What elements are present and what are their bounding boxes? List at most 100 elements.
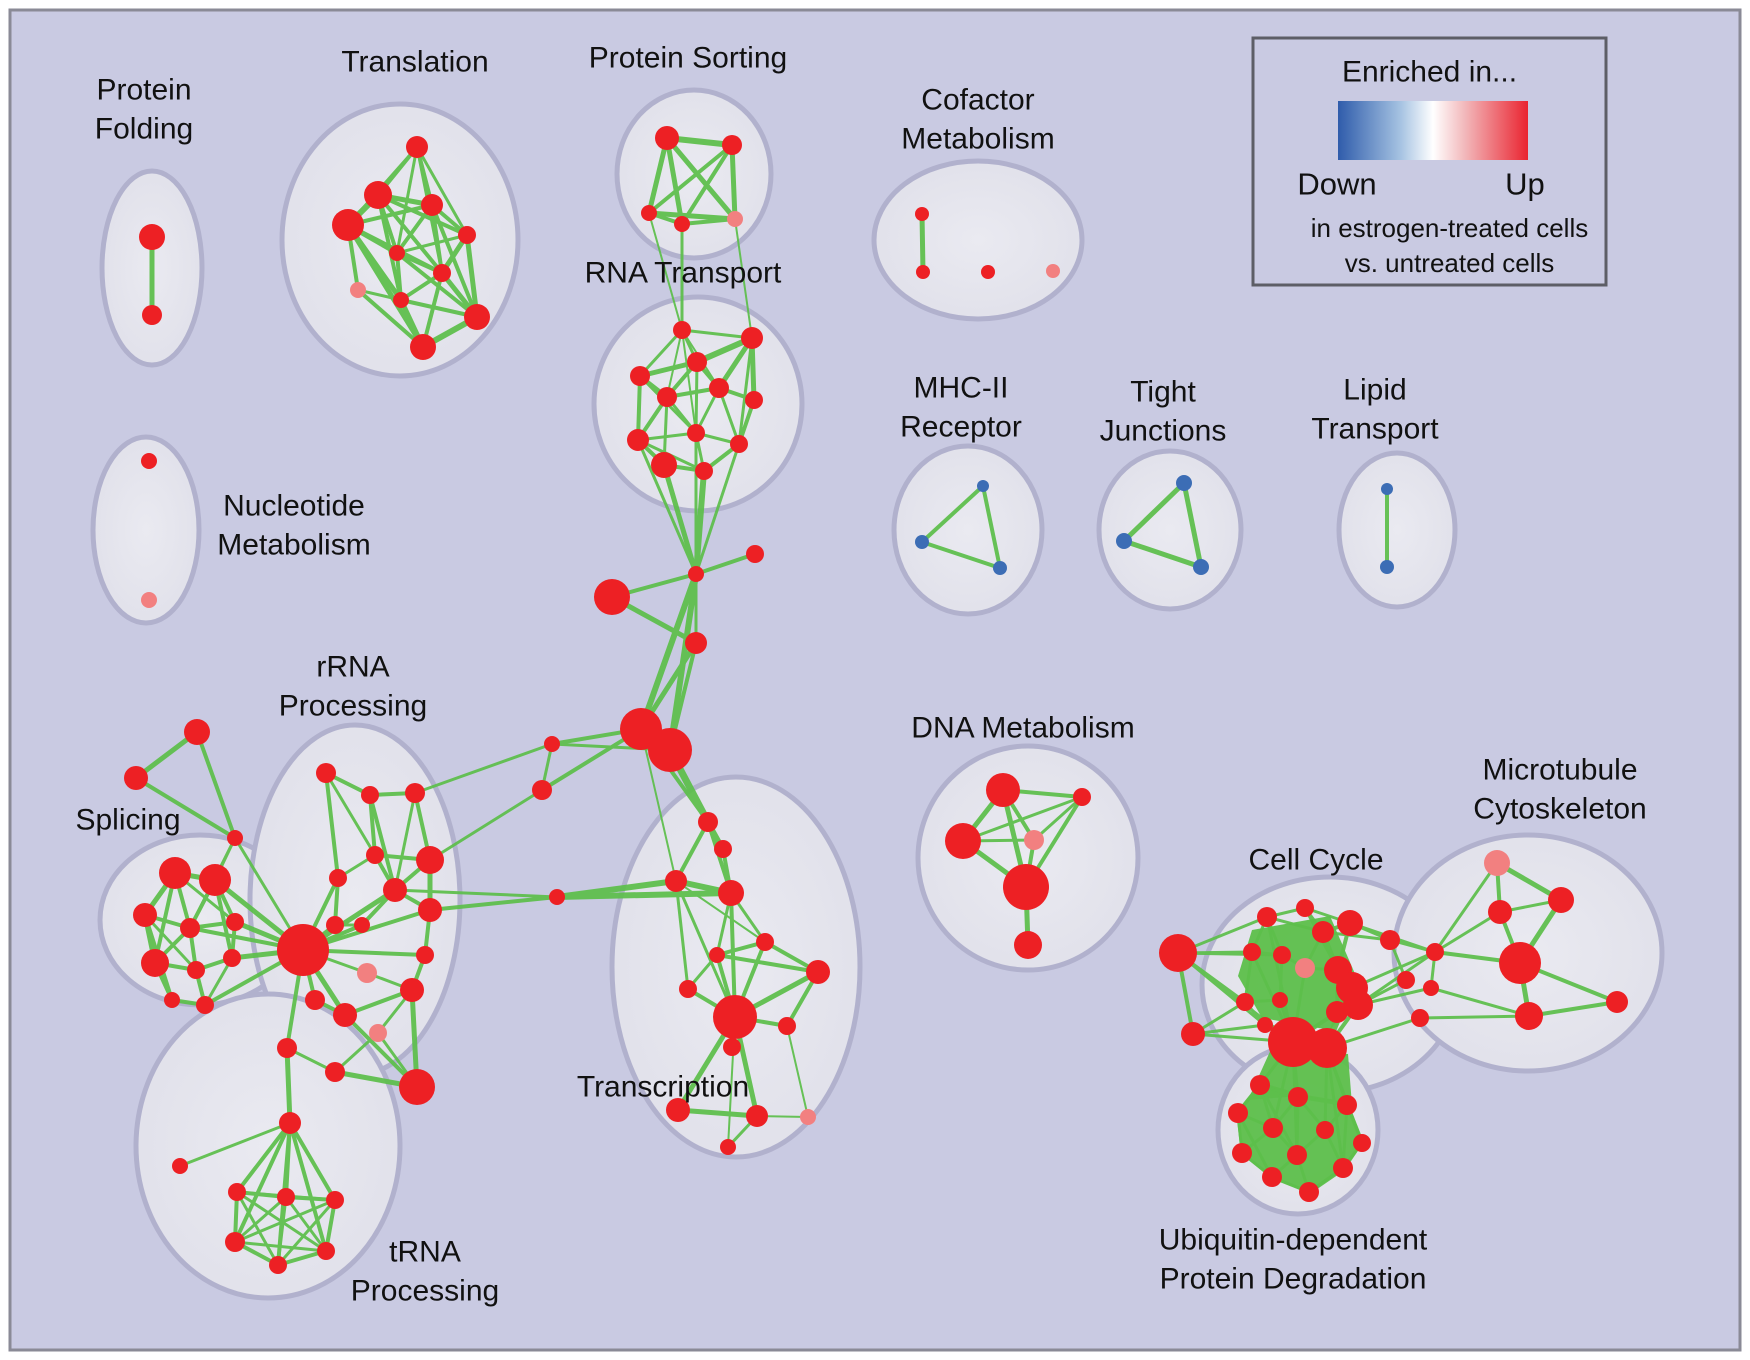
node-cf1 bbox=[916, 265, 930, 279]
node-rt11 bbox=[695, 462, 713, 480]
node-txH bbox=[713, 995, 757, 1039]
edge-tx2-tx7 bbox=[674, 879, 690, 991]
edge-rt2-rt7 bbox=[694, 360, 699, 435]
node-tx7 bbox=[679, 980, 697, 998]
edge-cj0-ch1 bbox=[638, 571, 699, 732]
node-tl10 bbox=[410, 334, 436, 360]
node-cc2 bbox=[1312, 921, 1334, 943]
edge-sp_t0-sp_t2 bbox=[195, 730, 237, 840]
node-rt1 bbox=[741, 327, 763, 349]
node-tx5 bbox=[709, 947, 725, 963]
cluster-mhc-ii-receptor-ellipse bbox=[891, 443, 1045, 617]
edge-rt0-rt1 bbox=[680, 328, 754, 340]
node-cf0 bbox=[915, 207, 929, 221]
edge-mh0-mh2 bbox=[981, 484, 1002, 570]
node-dn2 bbox=[945, 823, 981, 859]
node-cf2 bbox=[981, 265, 995, 279]
node-dn4 bbox=[1003, 864, 1049, 910]
edge-rt0-rt7 bbox=[681, 329, 697, 434]
edge-ps0-ps4 bbox=[664, 135, 738, 222]
node-tx1 bbox=[714, 840, 732, 858]
edge-rt1-rt9 bbox=[737, 336, 754, 446]
node-cc12 bbox=[1257, 1017, 1273, 1033]
legend-caption-line2: vs. untreated cells bbox=[1345, 248, 1555, 278]
cluster-rna-transport-ellipse bbox=[591, 294, 805, 514]
cluster-trna-processing-label: tRNA bbox=[389, 1236, 461, 1269]
node-rt8 bbox=[627, 429, 649, 451]
node-sp_t0 bbox=[184, 719, 210, 745]
cluster-mhc-ii-receptor-label: Receptor bbox=[900, 411, 1022, 444]
node-ps2 bbox=[641, 205, 657, 221]
edge-mh0-mh1 bbox=[920, 484, 985, 544]
edge-ps2-rt0 bbox=[648, 212, 683, 331]
node-tx6 bbox=[806, 960, 830, 984]
edge-cf0-cf1 bbox=[919, 211, 926, 275]
node-rt9 bbox=[730, 435, 748, 453]
node-tl0 bbox=[406, 136, 428, 158]
node-cc10 bbox=[1236, 993, 1254, 1011]
node-tl9 bbox=[464, 304, 490, 330]
cluster-ubiquitin-degradation-label: Protein Degradation bbox=[1160, 1263, 1427, 1296]
node-mt8 bbox=[1411, 1009, 1429, 1027]
edge-tr_h-tr3 bbox=[233, 1121, 292, 1244]
edge-tl2-tl6 bbox=[430, 203, 444, 275]
node-lp0 bbox=[1381, 483, 1393, 495]
edge-ct0-rq7 bbox=[428, 895, 559, 912]
node-pf0 bbox=[139, 224, 165, 250]
edge-ch1-tx2 bbox=[640, 728, 677, 882]
node-rq15 bbox=[325, 1062, 345, 1082]
edge-tr_h-tr0 bbox=[235, 1121, 292, 1194]
node-rt2 bbox=[687, 352, 707, 372]
node-sp0 bbox=[159, 857, 191, 889]
edge-cc9-mt3 bbox=[1356, 950, 1437, 1007]
edge-u2-u9 bbox=[1341, 1103, 1349, 1170]
edge-mt0-mt3 bbox=[1433, 861, 1499, 954]
node-mt7 bbox=[1606, 991, 1628, 1013]
edge-cl1-rq2 bbox=[413, 742, 554, 795]
node-u8 bbox=[1287, 1145, 1307, 1165]
cluster-tight-junctions-label: Tight bbox=[1130, 376, 1196, 409]
node-u10 bbox=[1262, 1167, 1282, 1187]
edge-sp2-sp6 bbox=[143, 913, 198, 972]
cluster-transcription-label: Transcription bbox=[577, 1071, 749, 1104]
node-tr_h bbox=[279, 1112, 301, 1134]
cluster-translation-label: Translation bbox=[341, 46, 488, 79]
edge-rq0-rq3 bbox=[324, 771, 377, 857]
edge-tj1-tj2 bbox=[1121, 538, 1204, 570]
node-tj1 bbox=[1116, 533, 1132, 549]
node-rq16 bbox=[399, 1069, 435, 1105]
node-cc_h bbox=[1159, 934, 1197, 972]
node-cc0 bbox=[1257, 907, 1277, 927]
edge-rt9-cj0 bbox=[694, 442, 741, 576]
node-mt5 bbox=[1423, 980, 1439, 996]
node-cj1 bbox=[746, 545, 764, 563]
node-sp_t2 bbox=[227, 830, 243, 846]
edge-rt10-cj0 bbox=[661, 462, 699, 577]
node-rH bbox=[277, 924, 329, 976]
edge-tr1-tr3 bbox=[233, 1195, 288, 1244]
node-u2 bbox=[1337, 1095, 1357, 1115]
cluster-cofactor-metabolism-ellipse bbox=[871, 158, 1085, 322]
node-mt4 bbox=[1499, 942, 1541, 984]
edge-rt0-rt3 bbox=[638, 328, 684, 378]
node-rt4 bbox=[709, 378, 729, 398]
edge-ps0-ps2 bbox=[646, 135, 670, 216]
legend-box bbox=[1251, 36, 1608, 287]
node-lp1 bbox=[1380, 560, 1394, 574]
node-ps3 bbox=[674, 216, 690, 232]
node-tx2 bbox=[665, 870, 687, 892]
cluster-splicing-label: Splicing bbox=[75, 804, 180, 837]
node-rq1 bbox=[361, 786, 379, 804]
edge-ps2-ps4 bbox=[646, 210, 738, 222]
edge-tl4-tl5 bbox=[395, 233, 469, 255]
node-tl8 bbox=[393, 292, 409, 308]
node-cc3 bbox=[1337, 910, 1363, 936]
node-mh1 bbox=[915, 535, 929, 549]
edge-tx2-txH bbox=[674, 879, 737, 1019]
node-rq17 bbox=[369, 1024, 387, 1042]
edge-tl2-tl9 bbox=[430, 203, 479, 319]
edge-mt6-mt7 bbox=[1527, 1000, 1619, 1018]
node-cc9 bbox=[1343, 990, 1373, 1020]
node-rq8 bbox=[326, 916, 344, 934]
cluster-microtubule-cytoskeleton-label: Cytoskeleton bbox=[1473, 793, 1646, 826]
